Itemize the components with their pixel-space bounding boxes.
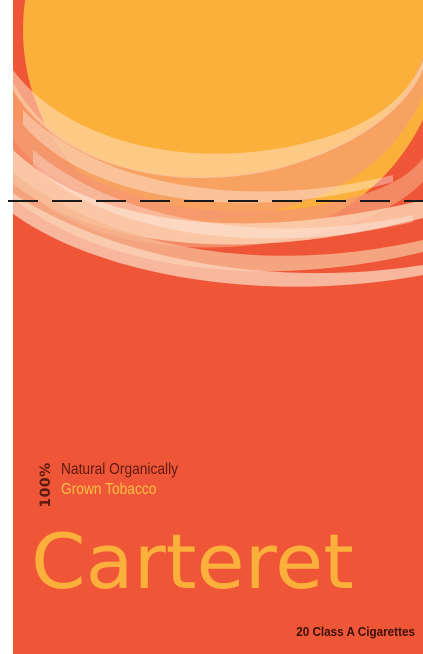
brush-swoosh-graphic [13,56,423,287]
cigarette-count-label: 20 Class A Cigarettes [296,624,415,639]
claim-line-grown: Grown Tobacco [61,481,157,498]
claim-line-natural: Natural Organically [61,461,179,478]
percent-badge: 100% [37,455,55,517]
brand-name: Carteret [31,517,354,606]
percent-label: 100% [38,462,54,508]
pack-artwork [13,0,423,654]
cigarette-pack-front: 100% Natural Organically Grown Tobacco C… [13,0,423,654]
tobacco-claim: 100% Natural Organically Grown Tobacco [37,455,257,517]
